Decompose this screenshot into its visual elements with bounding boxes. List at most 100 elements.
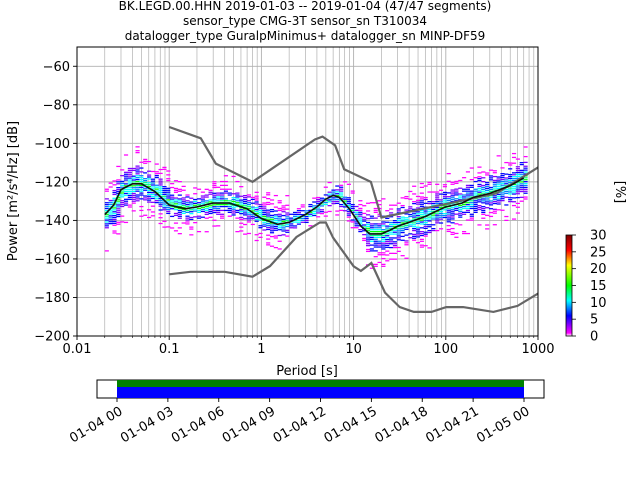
histogram-cell — [327, 195, 332, 197]
histogram-cell — [154, 184, 159, 186]
histogram-cell — [185, 200, 190, 202]
histogram-cell — [392, 221, 398, 224]
histogram-cell — [492, 185, 497, 187]
histogram-cell — [212, 210, 217, 212]
histogram-cell — [266, 203, 271, 206]
histogram-cell — [365, 248, 371, 251]
histogram-cell — [223, 209, 228, 212]
histogram-cell — [127, 183, 132, 185]
histogram-cell — [408, 223, 413, 225]
histogram-cell — [277, 227, 282, 229]
histogram-cell — [112, 189, 117, 192]
histogram-cell — [277, 202, 282, 204]
histogram-cell — [277, 213, 282, 215]
histogram-cell — [277, 200, 282, 202]
histogram-cell — [404, 242, 409, 244]
histogram-cell — [473, 190, 478, 192]
histogram-cell — [454, 192, 459, 194]
histogram-cell — [523, 171, 528, 173]
histogram-cell — [438, 218, 444, 220]
histogram-cell — [423, 214, 428, 216]
histogram-cell — [377, 240, 382, 242]
histogram-cell — [135, 169, 140, 171]
histogram-cell — [231, 197, 236, 199]
histogram-cell — [339, 205, 344, 208]
histogram-cell — [316, 196, 321, 199]
histogram-cell — [158, 197, 163, 200]
histogram-cell — [166, 208, 171, 211]
histogram-cell — [177, 211, 182, 214]
histogram-cell — [400, 216, 405, 218]
title-line-1: BK.LEGD.00.HHN 2019-01-03 -- 2019-01-04 … — [119, 0, 492, 13]
histogram-cell — [204, 188, 209, 190]
histogram-cell — [431, 228, 436, 230]
x-tick-label: 0.01 — [63, 342, 92, 357]
histogram-cell — [450, 189, 455, 191]
histogram-cell — [373, 207, 378, 210]
histogram-cell — [419, 215, 424, 217]
histogram-cell — [427, 201, 432, 203]
histogram-cell — [273, 229, 278, 231]
histogram-cell — [508, 168, 513, 170]
histogram-cell — [462, 194, 467, 196]
histogram-cell — [254, 218, 259, 220]
histogram-cell — [285, 229, 290, 231]
histogram-cell — [281, 224, 286, 226]
histogram-cell — [412, 228, 417, 230]
histogram-cell — [193, 198, 198, 201]
histogram-cell — [523, 192, 528, 194]
histogram-cell — [477, 201, 482, 203]
histogram-cell — [381, 248, 386, 250]
histogram-cell — [477, 224, 482, 226]
histogram-cell — [131, 202, 136, 204]
histogram-cell — [454, 236, 459, 238]
histogram-cell — [139, 188, 144, 190]
histogram-cell — [120, 184, 125, 186]
histogram-cell — [469, 217, 474, 219]
histogram-cell — [485, 201, 490, 203]
histogram-cell — [523, 181, 528, 183]
histogram-cell — [250, 198, 255, 201]
histogram-cell — [385, 233, 390, 235]
histogram-cell — [200, 203, 205, 205]
histogram-cell — [331, 197, 336, 199]
histogram-cell — [216, 194, 221, 196]
histogram-cell — [104, 190, 109, 192]
histogram-cell — [312, 211, 317, 213]
histogram-cell — [335, 210, 340, 212]
histogram-cell — [408, 208, 413, 210]
histogram-cell — [239, 186, 244, 188]
histogram-cell — [170, 202, 175, 204]
histogram-cell — [243, 204, 248, 206]
histogram-cell — [250, 210, 255, 212]
histogram-cell — [358, 217, 363, 219]
histogram-cell — [139, 167, 144, 169]
histogram-cell — [454, 205, 459, 208]
histogram-cell — [112, 191, 117, 194]
histogram-cell — [262, 204, 267, 206]
histogram-cell — [120, 190, 125, 192]
histogram-cell — [354, 227, 359, 229]
histogram-cell — [496, 201, 501, 203]
histogram-cell — [396, 246, 401, 249]
histogram-cell — [177, 204, 182, 206]
histogram-cell — [369, 244, 374, 246]
histogram-cell — [450, 210, 455, 212]
histogram-cell — [335, 198, 340, 201]
histogram-cell — [123, 185, 129, 187]
histogram-cell — [216, 192, 221, 194]
histogram-cell — [362, 237, 367, 240]
histogram-cell — [373, 250, 378, 252]
histogram-cell — [120, 202, 125, 204]
histogram-cell — [354, 223, 359, 225]
histogram-cell — [469, 204, 474, 206]
histogram-cell — [385, 221, 390, 223]
histogram-cell — [469, 167, 474, 169]
histogram-cell — [193, 208, 198, 210]
histogram-cell — [492, 202, 497, 205]
histogram-cell — [396, 217, 401, 220]
histogram-cell — [212, 194, 217, 196]
histogram-cell — [269, 230, 275, 232]
histogram-cell — [208, 208, 213, 211]
histogram-cell — [346, 204, 351, 207]
